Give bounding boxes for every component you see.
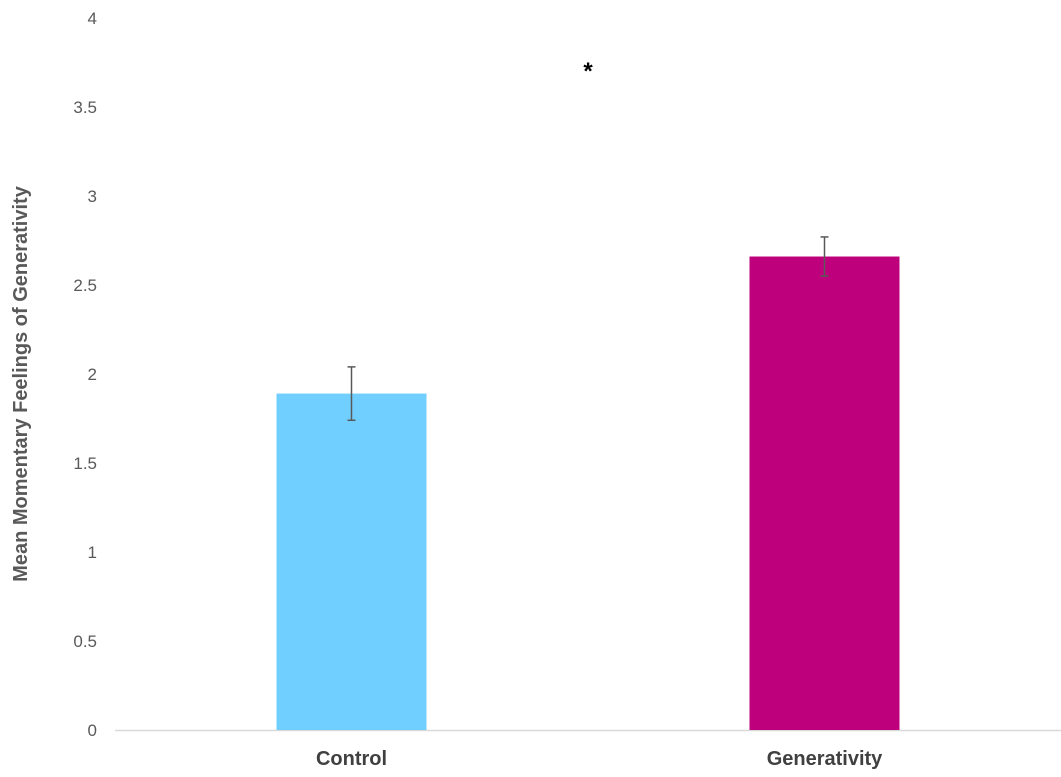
y-tick-label: 2 bbox=[88, 365, 97, 384]
error-bars bbox=[347, 236, 829, 422]
y-tick-label: 3.5 bbox=[73, 98, 97, 117]
y-tick-label: 4 bbox=[88, 9, 97, 28]
y-tick-label: 1 bbox=[88, 543, 97, 562]
y-axis-title: Mean Momentary Feelings of Generativity bbox=[10, 185, 32, 582]
y-tick-label: 0 bbox=[88, 721, 97, 740]
bar-generativity bbox=[749, 256, 900, 730]
y-axis-ticks: 0 0.5 1 1.5 2 2.5 3 3.5 4 bbox=[73, 9, 97, 740]
y-tick-label: 0.5 bbox=[73, 632, 97, 651]
y-tick-label: 1.5 bbox=[73, 454, 97, 473]
bars bbox=[276, 256, 900, 730]
x-category-label: Generativity bbox=[767, 748, 883, 770]
bar-control bbox=[276, 393, 427, 730]
y-tick-label: 2.5 bbox=[73, 276, 97, 295]
x-axis-category-labels: Control Generativity bbox=[316, 748, 883, 770]
error-bar-generativity bbox=[820, 236, 829, 277]
significance-asterisk: * bbox=[583, 58, 593, 85]
error-bar-control bbox=[347, 366, 356, 422]
x-category-label: Control bbox=[316, 748, 387, 770]
y-tick-label: 3 bbox=[88, 187, 97, 206]
